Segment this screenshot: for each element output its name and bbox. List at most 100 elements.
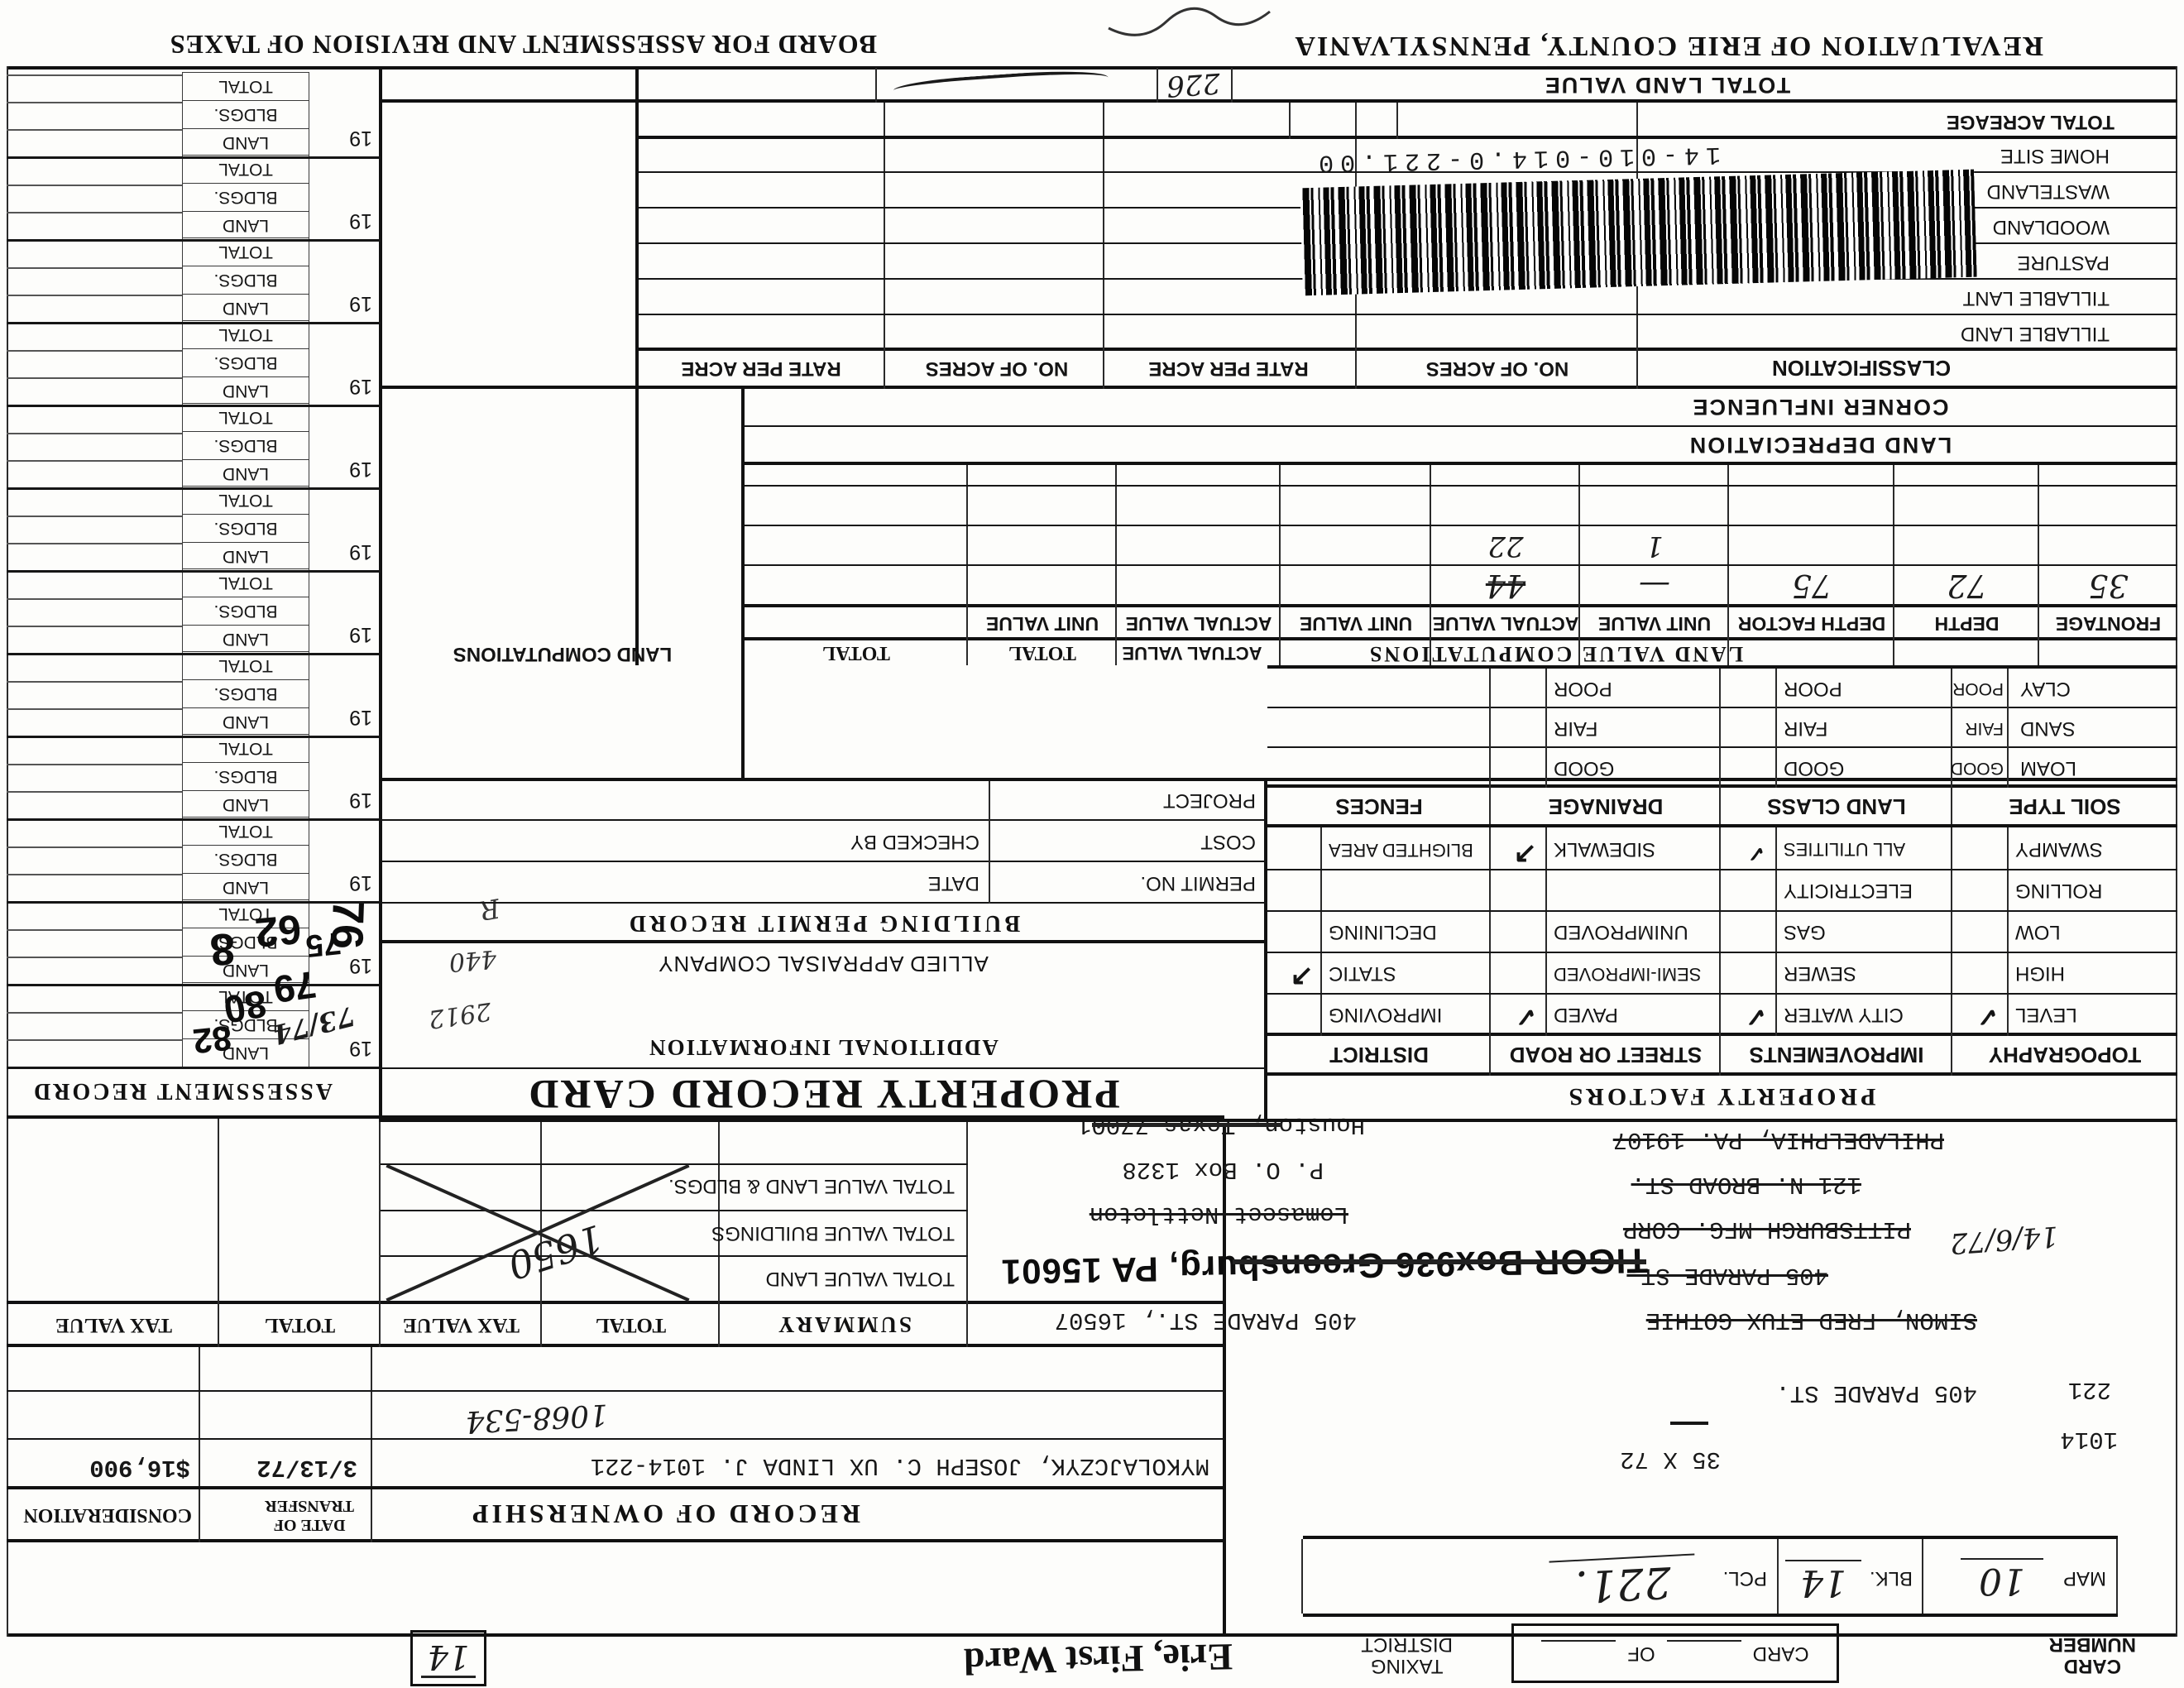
rule [1545,827,1547,1036]
factor-electricity: ELECTRICITY [1784,880,1913,903]
permit-checkedby-label: CHECKED BY [850,831,979,853]
rule [381,1119,2177,1122]
drainage-fair: FAIR [1554,717,1598,741]
factor-blighted-area: BLIGHTED AREA [1329,840,1473,861]
rule [989,781,990,904]
rule [1103,103,1104,389]
ward-number-box: 14 [410,1630,486,1686]
rule [1157,68,1158,103]
rule [741,386,745,781]
rule [7,1301,1224,1304]
row-woodland: WOODLAND [1992,216,2110,238]
rule [381,386,2177,389]
summary-title: SUMMARY [775,1312,912,1338]
parcel-street: 405 PARADE ST. [1775,1379,1977,1407]
card-of-box: CARD OF [1511,1623,1839,1683]
factor-unimproved: UNIMPROVED [1554,921,1688,944]
rule [7,1486,1224,1489]
rule [381,1210,968,1211]
rule [1267,952,2177,953]
unit-value-header-1: UNIT VALUE [1597,612,1712,635]
depth-factor-header: DEPTH FACTOR [1737,612,1886,635]
row-home-site: HOME SITE [2000,145,2110,167]
parcel-no: 221 [2067,1376,2111,1403]
drainage-poor: POOR [1554,678,1612,701]
assessment-values [7,984,182,1067]
struck-address-1: SIMON, FRED ETUX GOTHIE [1645,1307,1977,1334]
rule [381,1163,968,1165]
rate-acre-header-1: RATE PER ACRE [1148,357,1309,381]
rule [637,348,2177,351]
rule [2007,827,2009,1036]
factor-swampy: SWAMPY [2015,838,2103,861]
struck-address-3: PITTSBURGH MFG. CORP [1622,1216,1911,1243]
factor-level: LEVEL [2015,1004,2077,1027]
stamp-8: 8 [208,923,237,975]
current-address-2: Lomaseet Nettleton [1089,1201,1348,1228]
hw-frontage: 35 [2088,568,2129,604]
check-level: ✓ [1976,1002,1999,1032]
blk-value: 14 [1785,1560,1861,1604]
blk-label: BLK. [1869,1567,1913,1590]
factor-high: HIGH [2015,962,2065,985]
parcel-map-no: 1014 [2060,1426,2118,1453]
rule [745,564,2177,566]
map-blk-pcl-box: MAP 10 BLK. 14 PCL. 221. [1301,1536,2118,1617]
soil-sand: SAND [2020,717,2076,741]
rule [381,940,1267,943]
footer-title-right: BOARD FOR ASSESSMENT AND REVISION OF TAX… [169,30,877,60]
struck-address-4: 121 N. BROAD ST. [1631,1171,1861,1198]
rule [381,819,1267,821]
title-company-stamp: TIGOR Box936 Greensburg, PA 15601 [1000,1241,1649,1292]
consideration-label: CONSIDERATION [23,1504,192,1526]
tick-mark [1670,1422,1708,1425]
rule [1231,68,1233,103]
total-header-1: TOTAL [1008,642,1076,664]
rule [7,1390,1224,1392]
rule [1267,1033,2177,1036]
struck-address-5: PHILADELPHIA, PA. 19107 [1612,1126,1944,1153]
check-static: ↗ [1290,961,1315,992]
rule [1267,784,2177,788]
unit-value-header-3: UNIT VALUE [985,612,1099,635]
factor-sewer: SEWER [1784,962,1857,985]
summary-row-land: TOTAL VALUE LAND [765,1268,955,1290]
map-label: MAP [2062,1567,2106,1590]
factor-semi-improved: SEMI-IMPROVED [1554,964,1702,985]
no-acres-header-1: NO. OF ACRES [1425,357,1569,381]
rule [635,68,639,665]
rule [745,637,2177,640]
land-depreciation-label: LAND DEPRECIATION [1688,432,1952,458]
rule [1775,827,1777,1036]
book-page-note: 1068-534 [464,1397,609,1439]
rule [1289,103,1291,139]
hw-unit-value-2: 1 [1645,530,1664,563]
footer-title-left: REVALUATION OF ERIE COUNTY, PENNSYLVANIA [1293,31,2043,61]
rule [1489,669,1491,788]
rule [1775,669,1777,788]
factor-rolling: ROLLING [2015,880,2103,903]
rule [381,1255,968,1257]
assessment-year: 19 [349,954,372,977]
assessment-year: 19 [349,1037,372,1060]
map-value: 10 [1961,1558,2043,1602]
rule [745,462,2177,465]
rule [1267,869,2177,870]
check-city-water: ✓ [1745,1002,1767,1032]
summary-col-total-2: TOTAL [264,1314,336,1336]
rule [7,1633,2177,1637]
pcl-label: PCL. [1722,1567,1767,1590]
rule [639,136,2177,139]
corner-influence-label: CORNER INFLUENCE [1691,394,1949,420]
rule [875,68,877,103]
hw-depth: 72 [1947,568,1987,604]
strike-mark [1092,1123,1282,1127]
soil-type-header: SOIL TYPE [2009,794,2121,820]
unit-value-header-2: UNIT VALUE [1299,612,1413,635]
district-header: DISTRICT [1329,1043,1429,1068]
rule [381,99,2177,103]
factor-paved: PAVED [1554,1004,1618,1027]
rule [1267,824,2177,827]
land-class-poor: POOR [1784,678,1842,701]
summary-col-taxvalue: TAX VALUE [403,1314,520,1336]
